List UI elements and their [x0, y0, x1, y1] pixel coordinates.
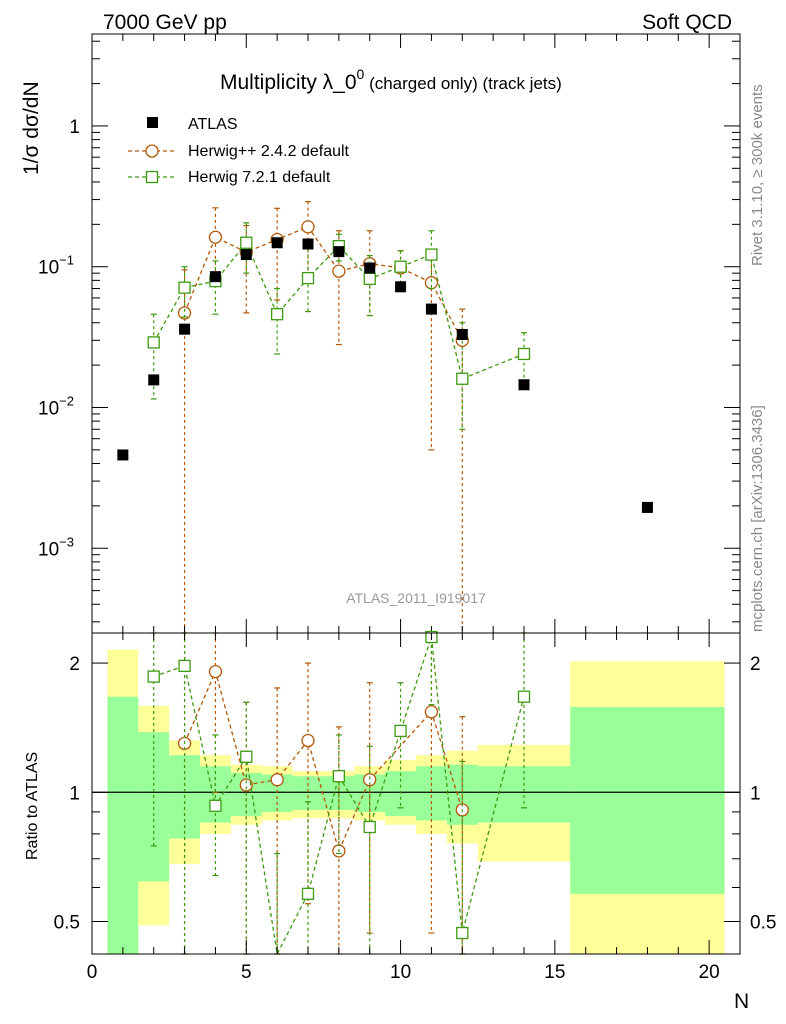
data-point [364, 262, 376, 274]
y-tick-label: 10−1 [38, 253, 74, 279]
data-point [179, 323, 191, 335]
legend-atlas-label: ATLAS [188, 116, 238, 133]
ratio-point [456, 926, 469, 940]
energy-label: 7000 GeV pp [103, 11, 227, 34]
data-point [395, 281, 407, 293]
legend-atlas-marker [147, 117, 158, 128]
data-point [333, 246, 345, 258]
ratio-y-axis-label: Ratio to ATLAS [24, 752, 41, 860]
y-tick-label: 1 [69, 117, 80, 138]
inner-band [570, 707, 725, 894]
main-y-axis: 1 10−1 10−2 10−3 [38, 34, 741, 633]
data-point [148, 374, 160, 386]
x-tick-label: 0 [87, 962, 98, 983]
ratio-plot-frame [91, 632, 741, 955]
data-point [456, 328, 468, 340]
ratio-point [424, 705, 439, 719]
x-axis-label: N [734, 990, 749, 1013]
data-point [301, 220, 315, 234]
ratio-y-tick-label-left: 0.5 [54, 912, 80, 933]
ratio-y-tick-label-right: 0.5 [750, 912, 776, 933]
ratio-point [178, 659, 191, 673]
series-line [183, 226, 463, 341]
data-point [518, 379, 530, 391]
data-point [178, 281, 191, 294]
ratio-plot-series [147, 630, 531, 957]
ratio-point [240, 750, 253, 763]
ratio-y-tick-label-left: 1 [69, 783, 80, 804]
inner-band [477, 766, 571, 823]
x-tick-label: 15 [544, 962, 565, 983]
ratio-uncertainty-bands [92, 649, 740, 954]
ratio-point [270, 773, 284, 787]
ratio-point [209, 799, 222, 812]
data-point [302, 238, 314, 250]
inner-band [107, 696, 139, 954]
legend-herwig7-label: Herwig 7.2.1 default [188, 169, 331, 186]
data-point [147, 336, 160, 349]
category-label: Soft QCD [642, 11, 732, 34]
data-point [517, 347, 531, 361]
x-tick-label: 10 [390, 962, 411, 983]
data-point [425, 248, 438, 261]
ratio-point [517, 690, 531, 703]
data-point [363, 272, 376, 285]
ratio-y-tick-label-left: 2 [69, 654, 80, 675]
analysis-watermark: ATLAS_2011_I919017 [346, 590, 486, 606]
ratio-point [208, 664, 223, 679]
series-herwig-2-4-2-default [177, 201, 469, 633]
legend-herwig7-marker [145, 170, 159, 184]
data-point [394, 260, 407, 273]
ratio-point [301, 887, 315, 900]
ratio-point [239, 778, 253, 792]
x-tick-label: 20 [699, 962, 720, 983]
ratio-point [301, 733, 315, 748]
data-point [209, 271, 221, 283]
ratio-point [363, 773, 377, 787]
ratio-series-herwig-7-2-1-default [147, 630, 531, 957]
inner-band [416, 766, 447, 821]
rivet-version-label: Rivet 3.1.10, ≥ 300k events [749, 84, 766, 266]
ratio-y-tick-label-right: 1 [750, 783, 761, 804]
y-tick-label: 10−3 [38, 534, 74, 560]
ratio-axes: 0 5 10 15 20 2 2 1 1 0.5 0.5 [54, 633, 776, 983]
legend: ATLAS Herwig++ 2.4.2 default Herwig 7.2.… [128, 116, 350, 186]
y-tick-label: 10−2 [38, 393, 74, 419]
data-point [425, 303, 437, 315]
ratio-y-tick-label-right: 2 [750, 654, 761, 675]
ratio-point [394, 724, 407, 738]
series-herwig-7-2-1-default [147, 222, 531, 430]
data-point [456, 372, 469, 385]
main-plot-series [117, 201, 653, 633]
data-point [332, 264, 346, 278]
ratio-series-line [153, 636, 525, 957]
x-tick-label: 5 [241, 962, 252, 983]
data-point [117, 449, 129, 461]
data-point [240, 249, 252, 261]
ratio-point [147, 670, 160, 683]
mcplots-label: mcplots.cern.ch [arXiv:1306.3436] [749, 405, 766, 632]
main-y-axis-label: 1/σ dσ/dN [20, 81, 43, 175]
legend-herwigpp-marker [145, 144, 159, 158]
plot-title: Multiplicity λ_00 (charged only) (track … [220, 66, 562, 94]
data-point [270, 308, 284, 321]
data-point [271, 237, 283, 249]
data-point [301, 271, 315, 285]
inner-band [138, 732, 170, 882]
data-point [177, 306, 192, 320]
data-point [641, 501, 653, 513]
legend-herwigpp-label: Herwig++ 2.4.2 default [188, 143, 350, 160]
data-point [208, 230, 223, 244]
data-point [240, 236, 253, 249]
ratio-point [332, 770, 346, 783]
ratio-point [363, 820, 376, 834]
series-atlas [117, 237, 653, 513]
